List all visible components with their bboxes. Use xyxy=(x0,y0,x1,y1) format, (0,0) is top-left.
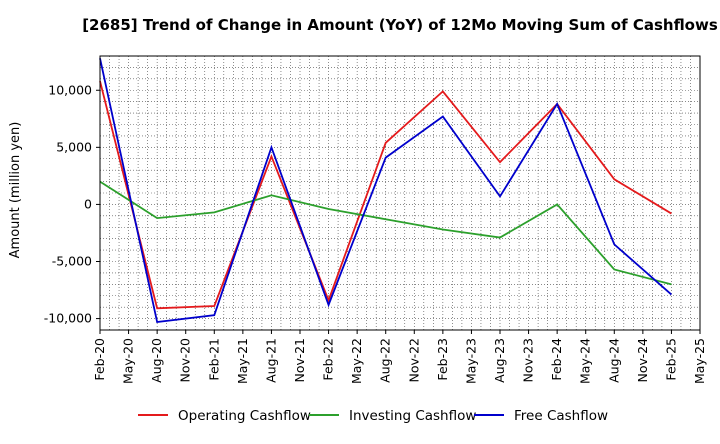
x-tick-label: May-25 xyxy=(692,338,707,384)
y-tick-label: 0 xyxy=(84,196,92,211)
grid xyxy=(99,55,701,331)
legend-label-investing-cashflow: Investing Cashflow xyxy=(349,408,476,424)
x-tick-label: Aug-22 xyxy=(378,338,393,383)
y-tick-label: 10,000 xyxy=(48,82,92,97)
x-tick-label: Nov-20 xyxy=(178,338,193,383)
x-tick-label: Feb-24 xyxy=(549,338,564,381)
legend: Operating Cashflow Investing Cashflow Free… xyxy=(138,408,608,424)
x-tick-label: Nov-21 xyxy=(292,338,307,382)
series-lines xyxy=(99,58,673,324)
x-tick-label: May-21 xyxy=(235,338,250,384)
x-tick-label: May-23 xyxy=(463,338,478,384)
x-tick-label: Aug-20 xyxy=(149,338,164,383)
x-tick-label: Aug-23 xyxy=(492,338,507,383)
y-axis-ticks: 10,000 5,000 0 -5,000 -10,000 xyxy=(44,82,100,326)
chart-title: [2685] Trend of Change in Amount (YoY) o… xyxy=(82,16,718,34)
plot-frame xyxy=(99,55,701,331)
y-tick-label: 5,000 xyxy=(56,139,92,154)
legend-label-operating-cashflow: Operating Cashflow xyxy=(178,408,311,424)
y-tick-label: -10,000 xyxy=(44,311,92,326)
y-axis-label: Amount (million yen) xyxy=(8,122,23,259)
x-tick-label: Feb-22 xyxy=(321,338,336,381)
y-tick-label: -5,000 xyxy=(52,254,92,269)
x-tick-label: May-22 xyxy=(349,338,364,384)
series-line-free-cashflow xyxy=(99,58,673,324)
legend-label-free-cashflow: Free Cashflow xyxy=(514,408,608,424)
x-tick-label: Feb-23 xyxy=(435,338,450,381)
x-tick-label: Aug-24 xyxy=(606,338,621,383)
series-line-investing-cashflow xyxy=(99,180,672,286)
x-tick-label: Feb-21 xyxy=(206,338,221,381)
x-tick-label: May-24 xyxy=(578,338,593,384)
x-tick-label: Nov-23 xyxy=(521,338,536,382)
x-tick-label: May-20 xyxy=(121,338,136,384)
x-axis-ticks: Feb-20 May-20 Aug-20 Nov-20 Feb-21 May-21 Aug-… xyxy=(92,330,707,384)
x-tick-label: Feb-20 xyxy=(92,338,107,381)
x-tick-label: Nov-24 xyxy=(635,338,650,383)
x-tick-label: Aug-21 xyxy=(263,338,278,383)
series-line-operating-cashflow xyxy=(99,80,672,310)
x-tick-label: Feb-25 xyxy=(663,338,678,381)
x-tick-label: Nov-22 xyxy=(406,338,421,382)
